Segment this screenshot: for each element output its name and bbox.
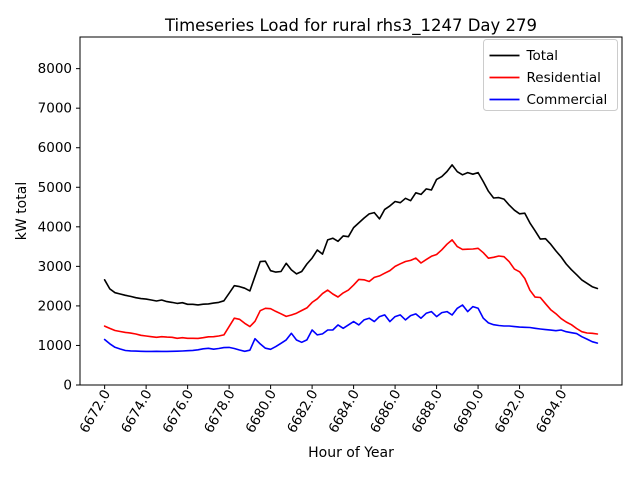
x-tick-label: 6672.0: [77, 387, 114, 436]
legend-entry-total: Total: [489, 48, 559, 64]
residential-line: [103, 239, 599, 340]
y-tick-label: 4000: [38, 219, 72, 235]
legend-entry-residential: Residential: [489, 70, 601, 86]
x-tick-label: 6690.0: [450, 387, 487, 436]
x-tick-label: 6692.0: [492, 387, 529, 436]
y-tick-label: 7000: [38, 101, 72, 117]
legend-label: Residential: [527, 70, 601, 86]
axes-frame: [79, 36, 623, 386]
y-tick-label: 1000: [38, 338, 72, 354]
legend-label: Total: [526, 48, 559, 64]
legend-label: Commercial: [527, 92, 608, 108]
x-axis-label: Hour of Year: [308, 445, 394, 461]
x-tick-label: 6678.0: [201, 387, 238, 436]
x-tick-label: 6684.0: [326, 387, 363, 436]
y-tick-label: 8000: [38, 61, 72, 77]
x-tick-label: 6694.0: [533, 387, 570, 436]
x-tick-label: 6686.0: [367, 387, 404, 436]
y-tick-label: 2000: [38, 298, 72, 314]
legend: Total Residential Commercial: [483, 39, 618, 111]
y-tick-label: 5000: [38, 180, 72, 196]
x-tick-label: 6680.0: [243, 387, 280, 436]
x-tick-label: 6676.0: [160, 387, 197, 436]
y-tick-label: 6000: [38, 140, 72, 156]
legend-entry-commercial: Commercial: [489, 92, 608, 108]
y-tick-label: 0: [63, 378, 72, 394]
x-tick-label: 6682.0: [284, 387, 321, 436]
y-tick-label: 3000: [38, 259, 72, 275]
total-line: [103, 164, 599, 306]
chart-title: Timeseries Load for rural rhs3_1247 Day …: [164, 16, 537, 36]
x-tick-label: 6688.0: [409, 387, 446, 436]
legend-box: [483, 39, 618, 111]
y-axis-label: kW total: [14, 182, 30, 240]
commercial-line: [103, 304, 599, 353]
x-tick-label: 6674.0: [118, 387, 155, 436]
